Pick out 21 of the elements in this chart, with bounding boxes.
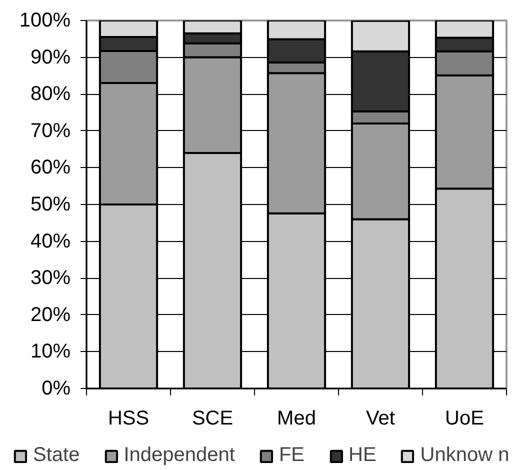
legend-label: State <box>33 444 80 467</box>
legend-label: FE <box>278 444 304 467</box>
y-tick-label: 30% <box>30 267 71 290</box>
y-tick-label: 70% <box>30 120 71 142</box>
y-tick-label: 20% <box>30 304 71 326</box>
x-tick-label: Med <box>277 408 316 430</box>
y-tick-label: 90% <box>30 46 71 68</box>
x-tick-label: HSS <box>108 408 150 430</box>
legend-label: Independent <box>124 444 235 467</box>
y-tick-label: 10% <box>30 340 71 363</box>
legend-label: HE <box>348 444 376 467</box>
y-tick-label: 80% <box>30 83 71 106</box>
y-tick-label: 0% <box>42 378 71 400</box>
x-tick-label: Vet <box>366 408 396 430</box>
legend-label: Unknow n <box>420 444 510 467</box>
y-tick-label: 60% <box>30 156 71 179</box>
y-tick-label: 40% <box>30 230 71 252</box>
y-tick-label: 100% <box>19 10 71 32</box>
x-tick-label: SCE <box>192 408 234 430</box>
x-tick-label: UoE <box>445 408 484 430</box>
y-tick-label: 50% <box>30 194 71 216</box>
